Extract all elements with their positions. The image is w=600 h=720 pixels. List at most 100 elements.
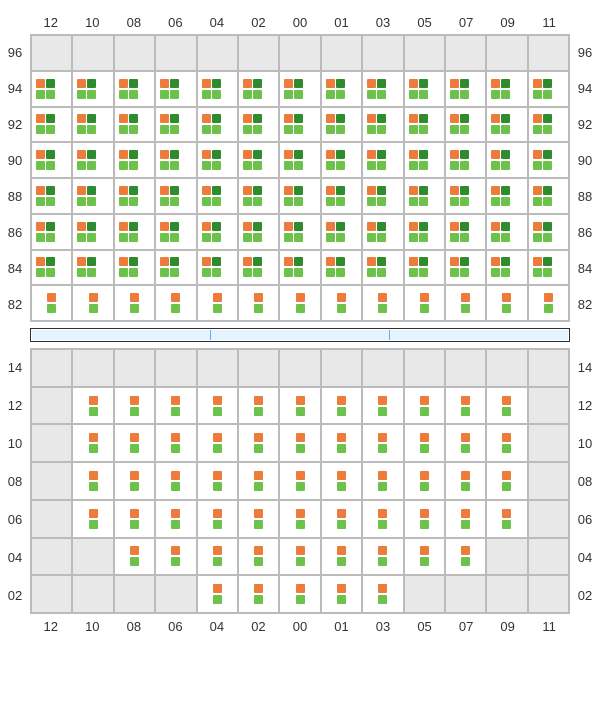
status-square	[253, 197, 262, 206]
status-square	[243, 161, 252, 170]
grid-row	[31, 349, 569, 387]
status-square	[129, 125, 138, 134]
grid-cell	[114, 178, 155, 214]
status-square	[501, 222, 510, 231]
status-square	[461, 304, 470, 313]
status-square	[254, 444, 263, 453]
status-square	[533, 268, 542, 277]
grid-cell	[72, 71, 113, 107]
status-square	[326, 233, 335, 242]
status-square	[213, 433, 222, 442]
row-label: 02	[0, 576, 30, 614]
grid-cell	[238, 500, 279, 538]
status-square	[253, 186, 262, 195]
row-label: 04	[570, 538, 600, 576]
status-square	[160, 257, 169, 266]
status-square	[87, 114, 96, 123]
status-square	[450, 150, 459, 159]
status-square	[130, 407, 139, 416]
status-square	[543, 90, 552, 99]
status-square	[243, 257, 252, 266]
status-square	[501, 197, 510, 206]
top-grid	[30, 34, 570, 322]
grid-cell	[197, 214, 238, 250]
status-square	[243, 79, 252, 88]
col-label: 00	[279, 15, 321, 30]
status-square	[337, 433, 346, 442]
status-square	[212, 233, 221, 242]
grid-cell	[155, 35, 196, 71]
status-square	[367, 186, 376, 195]
grid-cell	[528, 142, 569, 178]
status-square	[460, 257, 469, 266]
grid-cell	[404, 178, 445, 214]
status-square	[243, 197, 252, 206]
grid-cell	[114, 462, 155, 500]
grid-cell	[279, 250, 320, 286]
status-square	[130, 396, 139, 405]
status-square	[337, 482, 346, 491]
status-square	[543, 222, 552, 231]
grid-cell	[72, 178, 113, 214]
grid-cell	[31, 178, 72, 214]
status-square	[420, 520, 429, 529]
status-square	[419, 150, 428, 159]
row-label: 14	[0, 348, 30, 386]
status-square	[367, 150, 376, 159]
status-square	[213, 471, 222, 480]
status-square	[296, 293, 305, 302]
status-square	[213, 407, 222, 416]
status-square	[450, 268, 459, 277]
status-square	[253, 257, 262, 266]
grid-cell	[114, 142, 155, 178]
status-square	[170, 161, 179, 170]
status-square	[367, 268, 376, 277]
center-divider	[30, 328, 570, 342]
status-square	[254, 433, 263, 442]
status-square	[409, 125, 418, 134]
grid-cell	[197, 387, 238, 425]
status-square	[336, 186, 345, 195]
grid-cell	[114, 285, 155, 321]
status-square	[296, 396, 305, 405]
grid-cell	[445, 285, 486, 321]
grid-cell	[72, 285, 113, 321]
status-square	[243, 114, 252, 123]
col-label: 10	[72, 15, 114, 30]
status-square	[409, 150, 418, 159]
status-square	[501, 268, 510, 277]
grid-cell	[404, 142, 445, 178]
row-label: 96	[0, 34, 30, 70]
col-label: 05	[404, 619, 446, 634]
grid-cell	[528, 214, 569, 250]
status-square	[160, 197, 169, 206]
status-square	[77, 233, 86, 242]
status-square	[243, 233, 252, 242]
grid-cell	[197, 71, 238, 107]
status-square	[491, 79, 500, 88]
status-square	[254, 557, 263, 566]
status-square	[89, 407, 98, 416]
status-square	[491, 222, 500, 231]
status-square	[87, 79, 96, 88]
status-square	[284, 233, 293, 242]
status-square	[378, 584, 387, 593]
status-square	[160, 90, 169, 99]
grid-cell	[279, 500, 320, 538]
status-square	[170, 268, 179, 277]
status-square	[533, 161, 542, 170]
status-square	[460, 125, 469, 134]
grid-row	[31, 142, 569, 178]
top-section: 12100806040200010305070911 9694929088868…	[0, 10, 600, 322]
status-square	[378, 407, 387, 416]
status-square	[377, 161, 386, 170]
grid-cell	[238, 462, 279, 500]
status-square	[119, 197, 128, 206]
row-label: 06	[0, 500, 30, 538]
row-label: 96	[570, 34, 600, 70]
status-square	[89, 444, 98, 453]
grid-cell	[321, 214, 362, 250]
status-square	[450, 79, 459, 88]
status-square	[543, 150, 552, 159]
status-square	[296, 304, 305, 313]
